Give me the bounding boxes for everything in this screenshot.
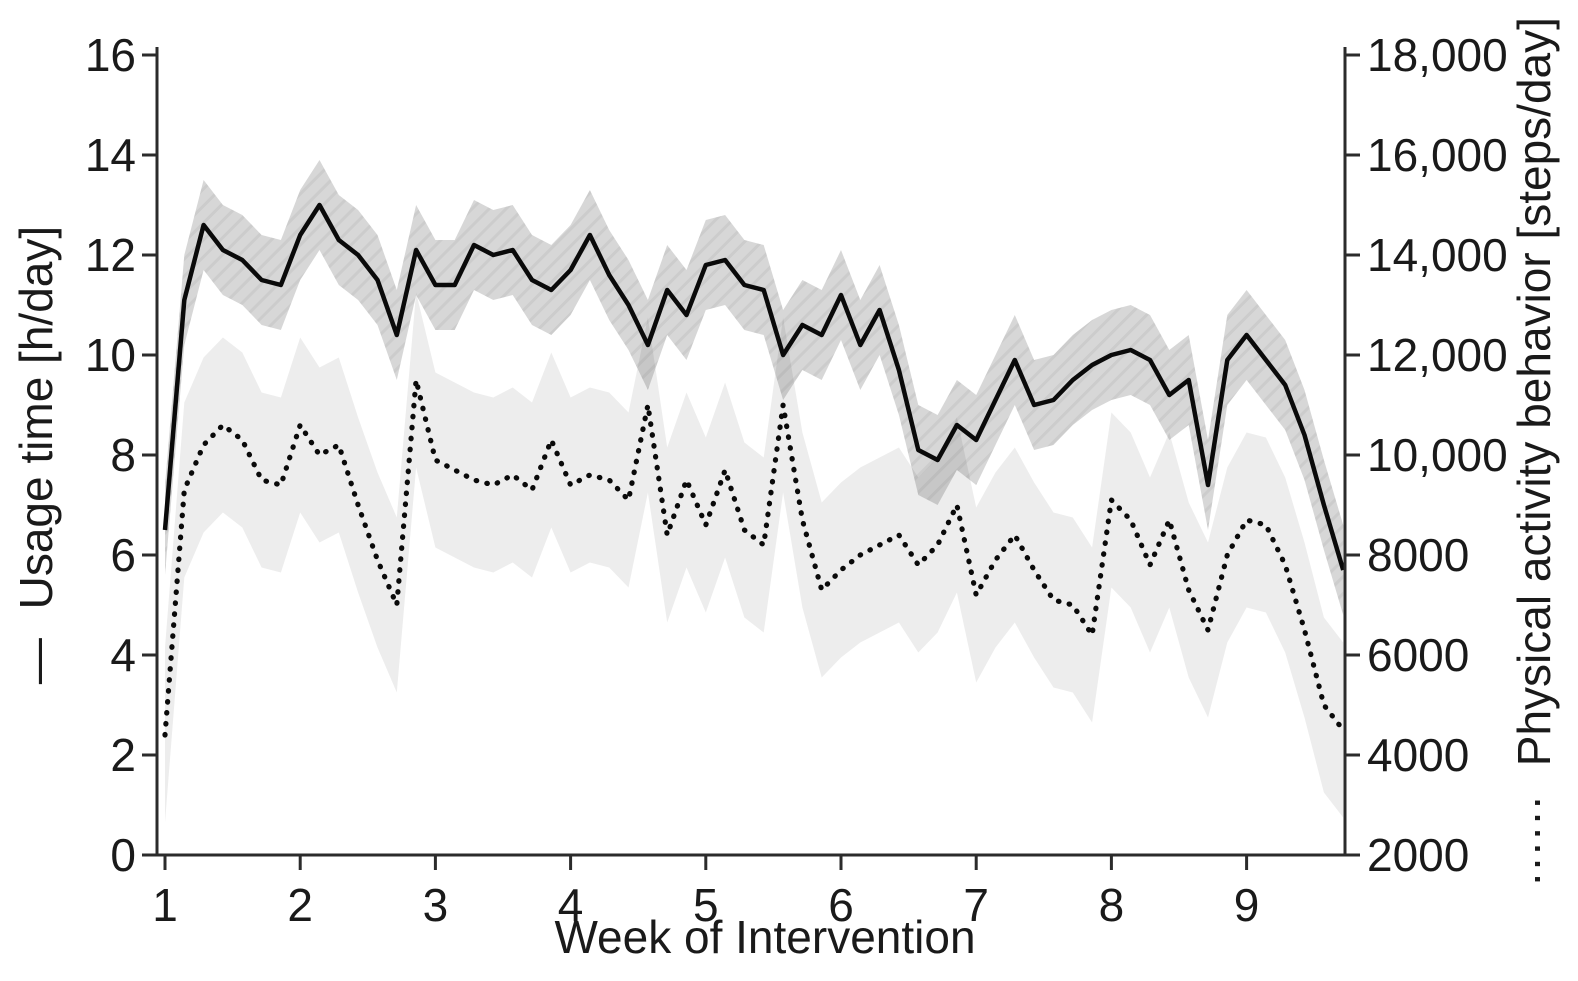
- x-axis-tick-label: 2: [287, 879, 313, 931]
- steps-confidence-band: [165, 292, 1344, 823]
- left-y-axis-title: — Usage time [h/day]: [10, 226, 62, 684]
- right-y-axis-title-text: Physical activity behavior [steps/day]: [1508, 17, 1560, 766]
- right-axis-tick-label: 14,000: [1367, 229, 1508, 281]
- usage-line: [162, 202, 1345, 571]
- right-axis-tick-label: 12,000: [1367, 329, 1508, 381]
- right-axis-tick-label: 4000: [1367, 729, 1469, 781]
- right-y-axis-title: ······ Physical activity behavior [steps…: [1508, 17, 1560, 887]
- x-axis-tick-label: 6: [828, 879, 854, 931]
- left-axis-tick-label: 14: [85, 129, 136, 181]
- left-y-axis-title-text: Usage time [h/day]: [10, 226, 62, 610]
- x-axis-tick-label: 3: [423, 879, 449, 931]
- steps-legend-marker-icon: ······: [1508, 795, 1560, 887]
- x-axis-tick-label: 8: [1099, 879, 1125, 931]
- tick-labels-layer: 0246810121416200040006000800010,00012,00…: [85, 29, 1508, 931]
- confidence-bands-layer: [165, 160, 1344, 823]
- x-axis-tick-label: 9: [1234, 879, 1260, 931]
- right-axis-tick-label: 16,000: [1367, 129, 1508, 181]
- right-axis-tick-label: 2000: [1367, 829, 1469, 881]
- right-axis-tick-label: 6000: [1367, 629, 1469, 681]
- x-axis-tick-label: 5: [693, 879, 719, 931]
- left-axis-tick-label: 2: [110, 729, 136, 781]
- x-axis-title: Week of Intervention: [554, 911, 975, 963]
- x-axis-tick-label: 4: [558, 879, 584, 931]
- usage-legend-marker-icon: —: [10, 638, 62, 684]
- left-axis-tick-label: 8: [110, 429, 136, 481]
- left-axis-tick-label: 16: [85, 29, 136, 81]
- right-axis-tick-label: 8000: [1367, 529, 1469, 581]
- axes-layer: [142, 47, 1360, 870]
- left-axis-tick-label: 0: [110, 829, 136, 881]
- left-axis-tick-label: 6: [110, 529, 136, 581]
- right-axis-tick-label: 18,000: [1367, 29, 1508, 81]
- steps-line: [162, 377, 1345, 738]
- left-axis-tick-label: 12: [85, 229, 136, 281]
- series-lines-layer: [162, 202, 1345, 738]
- x-axis-tick-label: 1: [152, 879, 178, 931]
- right-axis-tick-label: 10,000: [1367, 429, 1508, 481]
- left-axis-tick-label: 10: [85, 329, 136, 381]
- left-axis-tick-label: 4: [110, 629, 136, 681]
- x-axis-tick-label: 7: [963, 879, 989, 931]
